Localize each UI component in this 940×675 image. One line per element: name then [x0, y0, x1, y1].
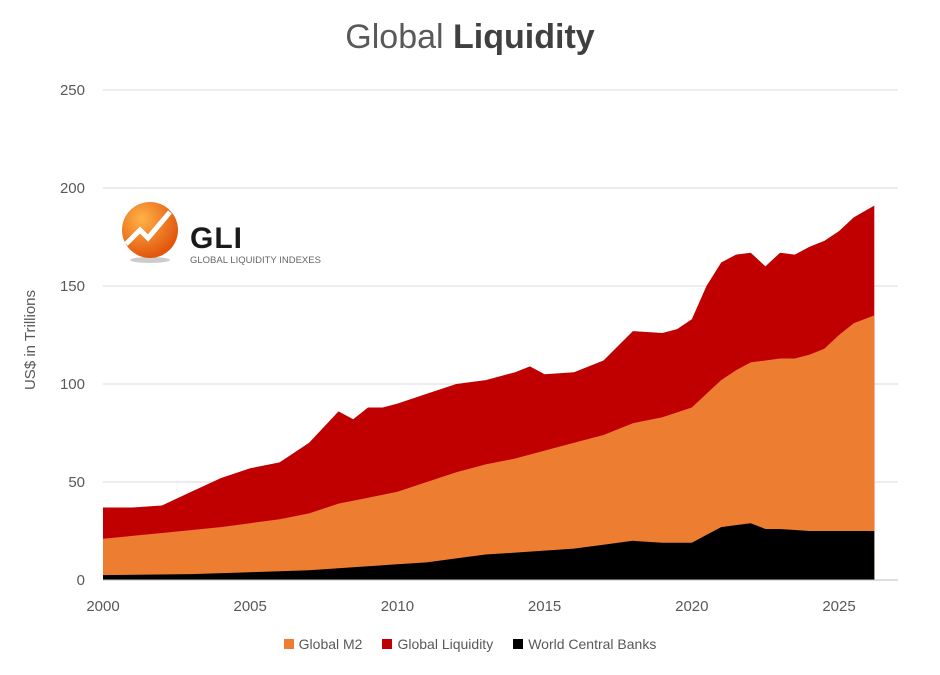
legend-swatch [513, 639, 524, 649]
x-tick-label: 2005 [234, 598, 267, 615]
title-bold: Liquidity [453, 18, 595, 56]
y-tick-label: 0 [77, 572, 85, 589]
x-tick-label: 2010 [381, 598, 414, 615]
legend-swatch [283, 639, 294, 649]
chart-title: Global Liquidity [0, 18, 940, 57]
legend-label: Global Liquidity [397, 636, 494, 652]
legend-swatch [382, 639, 393, 649]
x-tick-label: 2000 [86, 598, 119, 615]
area-series-1 [103, 315, 875, 580]
title-regular: Global [345, 18, 444, 56]
legend: Global M2 Global Liquidity World Central… [0, 636, 940, 652]
legend-label: World Central Banks [528, 636, 657, 652]
x-tick-label: 2025 [822, 598, 855, 615]
y-tick-label: 200 [60, 180, 85, 197]
y-tick-label: 250 [60, 82, 85, 99]
legend-item: World Central Banks [513, 636, 656, 652]
x-tick-label: 2015 [528, 598, 561, 615]
y-tick-label: 150 [60, 278, 85, 295]
area-series-2 [103, 523, 875, 580]
legend-item: Global Liquidity [382, 636, 493, 652]
y-tick-label: 50 [68, 474, 85, 491]
legend-item: Global M2 [283, 636, 363, 652]
logo-tagline: GLOBAL LIQUIDITY INDEXES [190, 255, 321, 266]
y-tick-label: 100 [60, 376, 85, 393]
gli-logo: GLI GLOBAL LIQUIDITY INDEXES [120, 200, 321, 269]
x-tick-label: 2020 [675, 598, 708, 615]
logo-orb-icon [122, 202, 178, 263]
legend-label: Global M2 [298, 636, 363, 652]
logo-mark: GLI [190, 222, 243, 255]
